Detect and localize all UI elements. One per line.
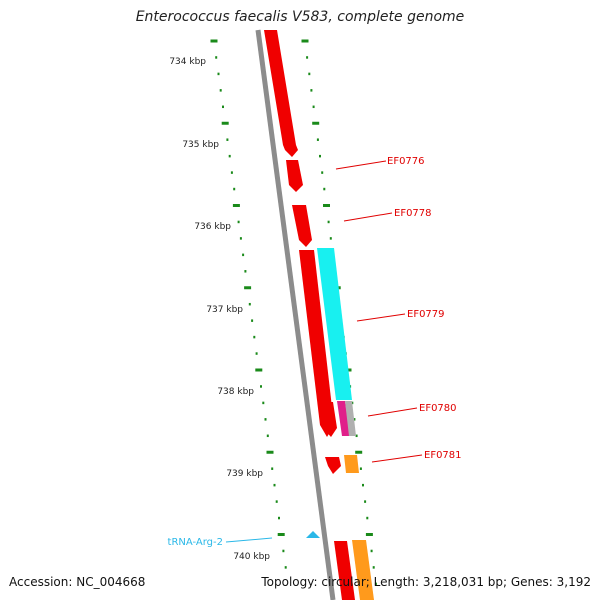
gene-label-ef0776[interactable]: EF0776 [387, 156, 425, 167]
cds-feature-ef0781[interactable] [325, 457, 341, 474]
gene-label-ef0779[interactable]: EF0779 [407, 309, 445, 320]
label-leader-ef0780 [367, 407, 418, 417]
orange-cds-feature[interactable] [344, 455, 359, 473]
kbp-label: 734 kbp [169, 57, 206, 67]
rrna-like-feature[interactable] [317, 248, 352, 400]
label-leader-ef0776 [335, 160, 387, 170]
label-leader-ef0781 [371, 454, 423, 463]
kbp-label: 737 kbp [206, 305, 243, 315]
genome-backbone [255, 29, 336, 600]
cds-feature-ef0780[interactable] [319, 402, 337, 437]
gray-feature[interactable] [345, 401, 356, 436]
pink-feature[interactable] [337, 401, 350, 436]
trna-marker[interactable] [306, 531, 320, 538]
gene-label-ef0781[interactable]: EF0781 [424, 450, 462, 461]
kbp-label: 740 kbp [233, 552, 270, 562]
label-leader-ef0779 [356, 313, 406, 322]
orange-cds-feature-bottom[interactable] [352, 540, 374, 600]
kbp-label: 738 kbp [217, 387, 254, 397]
kbp-label: 739 kbp [226, 469, 263, 479]
label-leader-ef0778 [343, 212, 393, 222]
cds-feature-ef0778[interactable] [292, 205, 312, 247]
outer-scale-ticks [301, 39, 377, 586]
gene-label-ef0778[interactable]: EF0778 [394, 208, 432, 219]
cds-feature-bottom[interactable] [334, 541, 355, 600]
label-leader-trna [225, 537, 273, 543]
cds-feature-ef0779[interactable] [299, 250, 334, 437]
cds-feature-ef0776[interactable] [264, 30, 298, 157]
accession-text: Accession: NC_004668 [9, 575, 146, 589]
kbp-label: 736 kbp [194, 222, 231, 232]
cds-feature-ef0777[interactable] [286, 160, 303, 192]
trna-label[interactable]: tRNA-Arg-2 [168, 537, 223, 548]
kbp-label: 735 kbp [182, 140, 219, 150]
inner-scale-ticks [210, 39, 287, 569]
gene-label-ef0780[interactable]: EF0780 [419, 403, 457, 414]
genome-title: Enterococcus faecalis V583, complete gen… [135, 9, 465, 25]
genome-summary-text: Topology: circular; Length: 3,218,031 bp… [261, 575, 591, 589]
